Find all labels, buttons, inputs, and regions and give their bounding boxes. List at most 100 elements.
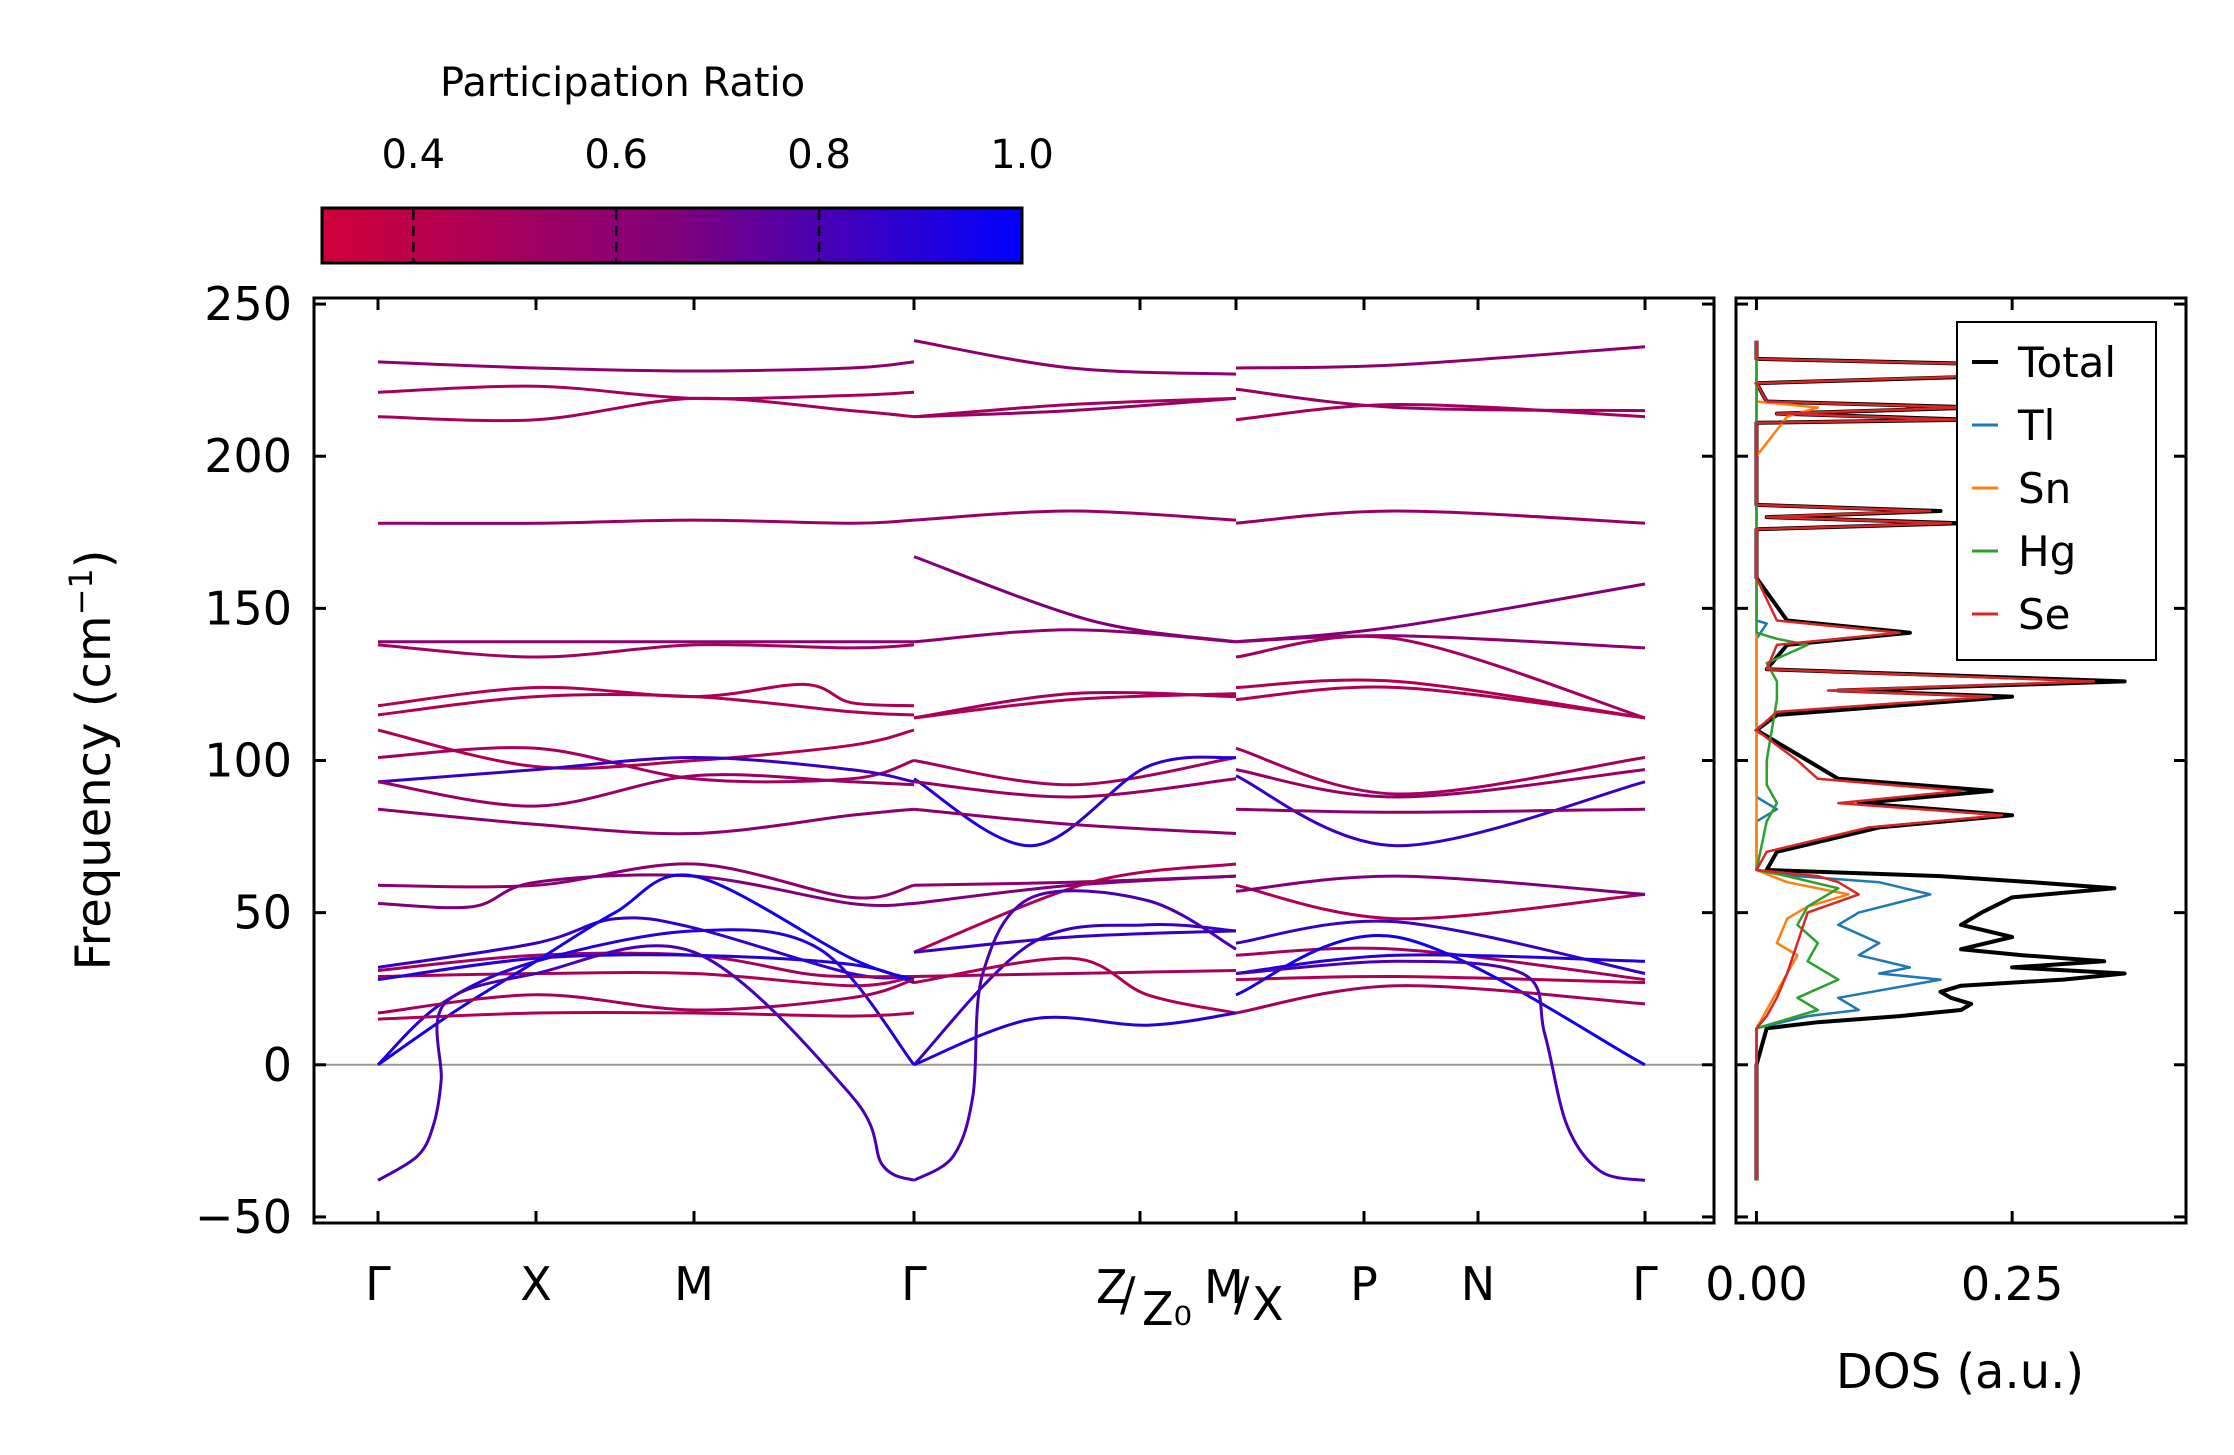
dos-x-axis-title: DOS (a.u.) xyxy=(1836,1344,2084,1400)
y-tick-label: −50 xyxy=(195,1190,292,1244)
kpoint-label: M xyxy=(674,1257,714,1311)
kpoint-label: Γ xyxy=(365,1257,391,1311)
dos-x-tick-label: 0.25 xyxy=(1961,1257,2063,1311)
band-line xyxy=(1235,774,1646,848)
band-line xyxy=(377,728,915,770)
colorbar-tick-labels: 0.4 0.6 0.8 1.0 xyxy=(381,132,1053,178)
band-line xyxy=(913,1011,1237,1067)
colorbar-tick-label: 1.0 xyxy=(990,132,1054,178)
band-line xyxy=(913,396,1237,419)
band-line xyxy=(377,755,915,784)
band-line xyxy=(1235,984,1646,1015)
legend-items: Total Tl Sn Hg Se xyxy=(1972,338,2116,639)
band-line xyxy=(1235,634,1646,720)
dos-lines xyxy=(1754,340,2127,1181)
band-line xyxy=(913,509,1237,522)
legend: Total Tl Sn Hg Se xyxy=(1956,321,2157,661)
legend-label: Tl xyxy=(2017,401,2055,450)
colorbar-gradient xyxy=(320,206,1024,265)
band-line xyxy=(377,693,915,717)
kpoint-slash-1: / xyxy=(1120,1267,1136,1321)
band-line xyxy=(913,692,1237,720)
colorbar-tick-label: 0.6 xyxy=(584,132,648,178)
colorbar-tick-label: 0.8 xyxy=(787,132,851,178)
band-line xyxy=(377,873,915,1067)
band-line xyxy=(377,773,915,808)
dos-line-hg xyxy=(1755,340,1840,1181)
band-line xyxy=(1235,874,1646,896)
colorbar: Participation Ratio 0.4 0.6 0.8 1.0 xyxy=(320,60,1054,265)
kpoint-slash-2: / xyxy=(1234,1267,1250,1321)
kpoint-label: X xyxy=(520,1257,552,1311)
band-line xyxy=(377,518,915,525)
band-line xyxy=(377,970,915,988)
y-tick-marks xyxy=(314,302,1714,1219)
legend-label: Total xyxy=(2017,338,2116,387)
band-line xyxy=(1235,946,1646,982)
kpoint-label: N xyxy=(1461,1257,1495,1311)
band-line xyxy=(377,807,915,836)
band-line xyxy=(1235,953,1646,975)
band-line xyxy=(913,396,1237,419)
colorbar-ticks xyxy=(412,210,821,261)
band-line xyxy=(1235,768,1646,799)
y-tick-label: 50 xyxy=(233,886,292,940)
legend-label: Se xyxy=(2018,590,2071,639)
dos-y-tick-marks xyxy=(1736,302,2186,1219)
band-line xyxy=(1235,402,1646,422)
band-line xyxy=(913,956,1237,1015)
legend-box xyxy=(1956,321,2157,661)
band-line xyxy=(377,978,915,1015)
y-axis-title: Frequency (cm−1) xyxy=(62,549,122,970)
colorbar-title: Participation Ratio xyxy=(440,60,805,106)
kpoint-label: Γ xyxy=(901,1257,927,1311)
band-line xyxy=(377,384,915,401)
band-line xyxy=(913,807,1237,835)
band-line xyxy=(377,944,915,1182)
dispersion-frame xyxy=(312,296,1716,1225)
colorbar-tick-label: 0.4 xyxy=(381,132,445,178)
band-line xyxy=(913,628,1237,644)
dos-panel: 0.00 0.25 DOS (a.u.) Total Tl Sn Hg Se xyxy=(1705,296,2188,1400)
band-line xyxy=(1235,509,1646,525)
dos-x-tick-labels: 0.00 0.25 xyxy=(1705,1257,2063,1311)
band-line xyxy=(913,874,1237,905)
band-line xyxy=(377,396,915,423)
band-line xyxy=(1235,883,1646,921)
band-line xyxy=(913,339,1237,376)
band-line xyxy=(377,360,915,373)
y-tick-label: 150 xyxy=(204,581,292,635)
kpoint-label-x: X xyxy=(1252,1277,1284,1331)
y-tick-label: 200 xyxy=(204,429,292,483)
band-line xyxy=(377,643,915,659)
dos-line-tl xyxy=(1755,340,1942,1181)
x-tick-marks xyxy=(376,298,1647,1223)
band-line xyxy=(1235,974,1646,985)
dos-line-se xyxy=(1755,340,2096,1181)
band-line xyxy=(377,953,915,985)
kpoint-label-m: M xyxy=(1204,1260,1244,1314)
band-line xyxy=(913,756,1237,787)
band-line xyxy=(1235,678,1646,720)
band-line xyxy=(377,873,915,910)
band-line xyxy=(1235,582,1646,644)
y-tick-labels: 250 200 150 100 50 0 −50 xyxy=(195,277,292,1244)
kpoint-label: P xyxy=(1350,1257,1378,1311)
y-tick-label: 100 xyxy=(204,734,292,788)
dos-x-tick-label: 0.00 xyxy=(1705,1257,1807,1311)
kpoint-label: Γ xyxy=(1632,1257,1658,1311)
band-line xyxy=(377,1010,915,1021)
band-line xyxy=(913,889,1237,1182)
band-line xyxy=(913,777,1237,799)
dos-line-sn xyxy=(1755,340,1850,1181)
legend-label: Sn xyxy=(2018,464,2071,513)
band-line xyxy=(1235,634,1646,650)
band-line xyxy=(1235,746,1646,796)
band-line xyxy=(377,862,915,900)
band-line xyxy=(1235,934,1646,1067)
bands xyxy=(376,339,1646,1182)
legend-label: Hg xyxy=(2018,527,2076,576)
